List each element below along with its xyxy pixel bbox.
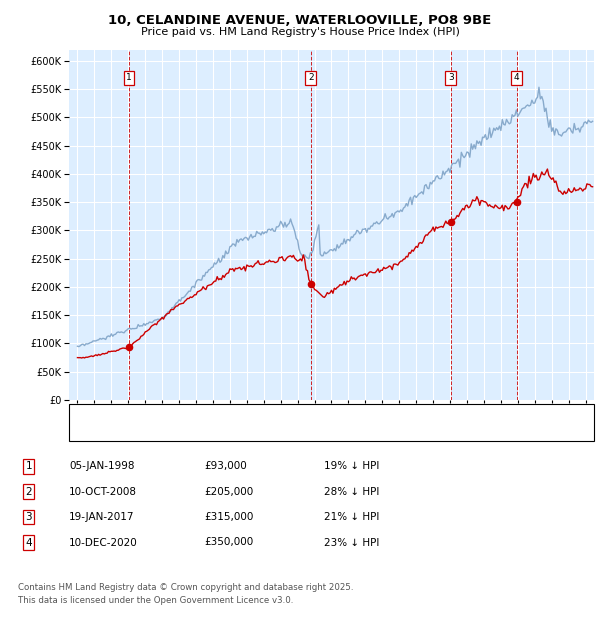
Text: 3: 3 [448, 73, 454, 82]
Point [512, 197, 521, 207]
Point [124, 342, 134, 352]
Text: 3: 3 [25, 512, 32, 522]
Point [306, 279, 316, 289]
Text: £93,000: £93,000 [204, 461, 247, 471]
Text: 1: 1 [126, 73, 132, 82]
Text: Contains HM Land Registry data © Crown copyright and database right 2025.: Contains HM Land Registry data © Crown c… [18, 583, 353, 592]
Text: ——: —— [78, 428, 104, 438]
Text: £315,000: £315,000 [204, 512, 253, 522]
Text: 10, CELANDINE AVENUE, WATERLOOVILLE, PO8 9BE: 10, CELANDINE AVENUE, WATERLOOVILLE, PO8… [109, 14, 491, 27]
Text: 2: 2 [25, 487, 32, 497]
Text: ——: —— [78, 410, 104, 420]
Text: 10-DEC-2020: 10-DEC-2020 [69, 538, 138, 547]
Text: 10, CELANDINE AVENUE, WATERLOOVILLE, PO8 9BE (detached house): 10, CELANDINE AVENUE, WATERLOOVILLE, PO8… [111, 410, 442, 419]
Text: 19% ↓ HPI: 19% ↓ HPI [324, 461, 379, 471]
Text: Price paid vs. HM Land Registry's House Price Index (HPI): Price paid vs. HM Land Registry's House … [140, 27, 460, 37]
Point [446, 217, 455, 227]
Text: 2: 2 [308, 73, 314, 82]
Text: 10-OCT-2008: 10-OCT-2008 [69, 487, 137, 497]
Text: £205,000: £205,000 [204, 487, 253, 497]
Text: 21% ↓ HPI: 21% ↓ HPI [324, 512, 379, 522]
Text: 4: 4 [25, 538, 32, 547]
Text: HPI: Average price, detached house, Havant: HPI: Average price, detached house, Hava… [111, 429, 321, 438]
Text: 4: 4 [514, 73, 520, 82]
Text: £350,000: £350,000 [204, 538, 253, 547]
Text: 23% ↓ HPI: 23% ↓ HPI [324, 538, 379, 547]
Text: This data is licensed under the Open Government Licence v3.0.: This data is licensed under the Open Gov… [18, 596, 293, 606]
Text: 28% ↓ HPI: 28% ↓ HPI [324, 487, 379, 497]
Text: 19-JAN-2017: 19-JAN-2017 [69, 512, 134, 522]
Text: 1: 1 [25, 461, 32, 471]
Text: 05-JAN-1998: 05-JAN-1998 [69, 461, 134, 471]
